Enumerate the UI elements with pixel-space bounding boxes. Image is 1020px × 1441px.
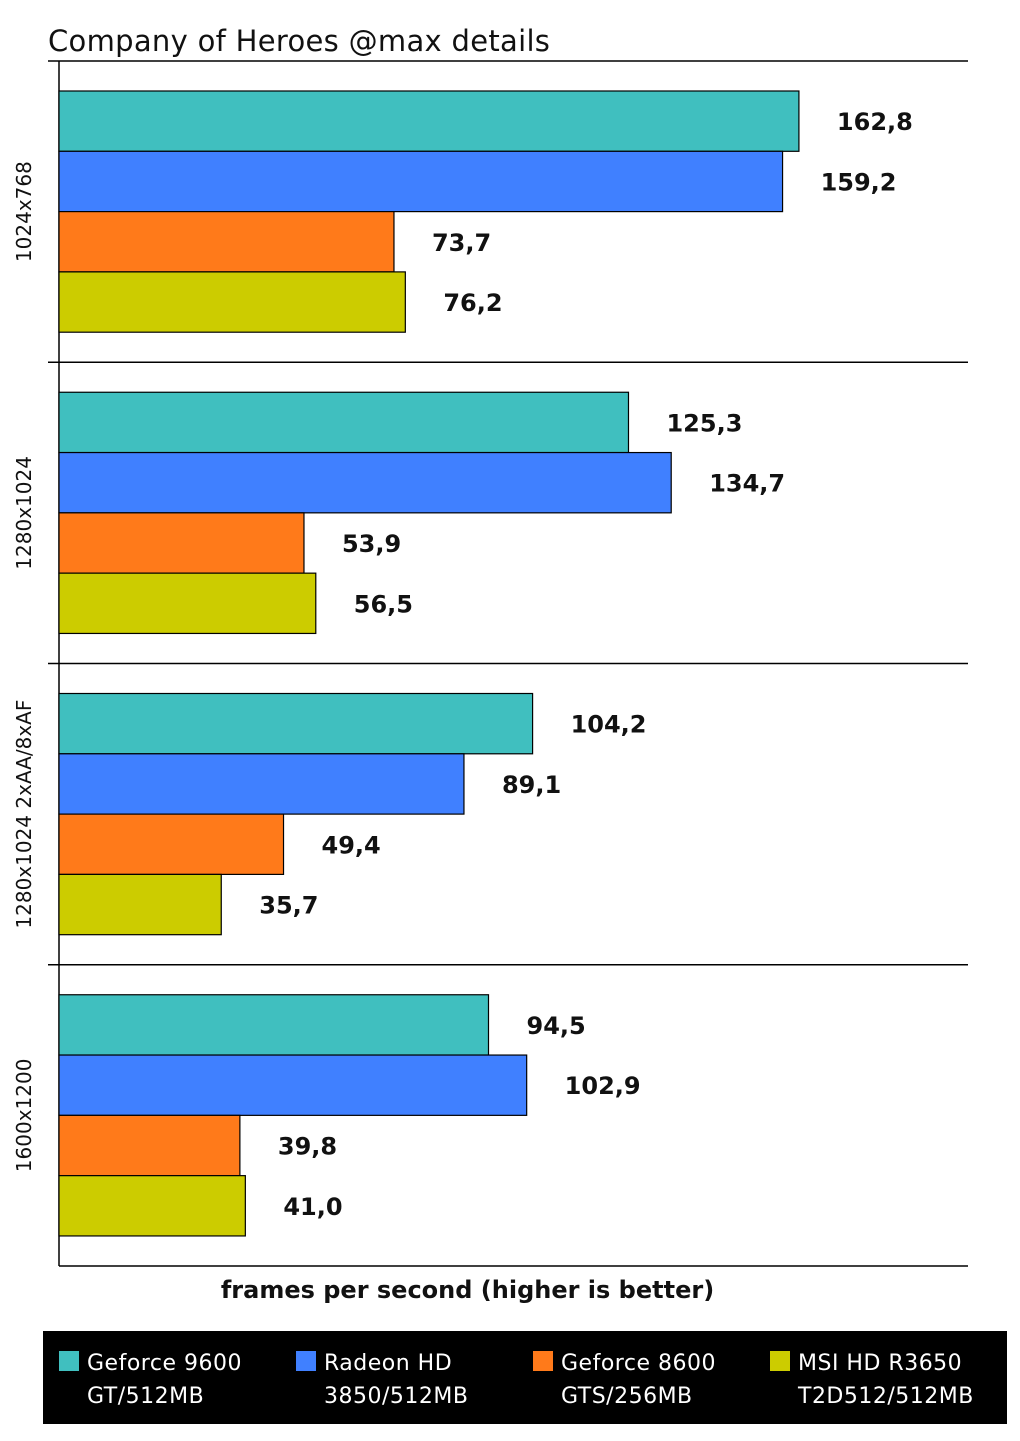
bar: [58, 391, 630, 454]
bar: [58, 211, 395, 273]
data-label: 134,7: [709, 470, 785, 498]
x-axis-label: frames per second (higher is better): [220, 1276, 715, 1304]
legend-label: Radeon HD 3850/512MB: [324, 1351, 469, 1409]
data-label: 49,4: [322, 831, 381, 859]
data-label: 104,2: [571, 711, 647, 739]
legend-swatch: [770, 1351, 790, 1371]
data-label: 162,8: [837, 108, 913, 136]
bar: [58, 512, 305, 574]
legend: Geforce 9600 GT/512MB Radeon HD 3850/512…: [43, 1331, 1007, 1424]
data-label: 41,0: [283, 1193, 342, 1221]
bar: [58, 753, 465, 815]
legend-swatch: [59, 1351, 79, 1371]
bar: [58, 150, 784, 213]
legend-label: Geforce 8600 GTS/256MB: [561, 1351, 716, 1409]
category-label: 1024x768: [12, 161, 36, 262]
category-label: 1280x1024 2xAA/8xAF: [12, 700, 36, 929]
bar: [58, 572, 317, 635]
bar: [58, 90, 800, 152]
bar: [58, 451, 672, 514]
legend-label: MSI HD R3650 T2D512/512MB: [798, 1351, 974, 1409]
data-label: 159,2: [821, 168, 897, 196]
bar-chart: 1024x768 162,8 159,2 73,7 76,2 1280x1024 125,3…: [12, 60, 968, 1267]
category-label: 1600x1200: [12, 1059, 36, 1173]
data-label: 94,5: [527, 1012, 586, 1040]
bar: [58, 1114, 241, 1177]
bar: [58, 271, 406, 333]
bar: [58, 1054, 528, 1116]
data-label: 125,3: [666, 409, 742, 437]
legend-swatch: [296, 1351, 316, 1371]
data-label: 102,9: [565, 1072, 641, 1100]
data-label: 53,9: [342, 530, 401, 558]
bar: [58, 1175, 246, 1237]
bar: [58, 994, 490, 1056]
data-label: 89,1: [502, 771, 561, 799]
data-label: 39,8: [278, 1133, 337, 1161]
legend-swatch: [533, 1351, 553, 1371]
bar: [58, 692, 534, 755]
data-label: 35,7: [259, 892, 318, 920]
data-label: 56,5: [354, 590, 413, 618]
category-label: 1280x1024: [12, 456, 36, 570]
bar: [58, 873, 222, 936]
legend-label: Geforce 9600 GT/512MB: [87, 1351, 242, 1409]
data-label: 73,7: [432, 229, 491, 257]
bar: [58, 813, 285, 875]
data-label: 76,2: [443, 289, 502, 317]
chart-title: Company of Heroes @max details: [48, 24, 551, 58]
